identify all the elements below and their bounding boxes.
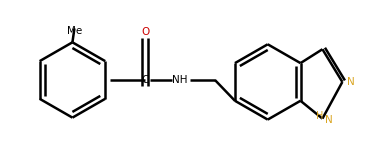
Text: Me: Me [67,26,82,36]
Text: C: C [141,75,149,85]
Text: H: H [316,111,323,121]
Text: N: N [347,77,355,87]
Text: NH: NH [172,75,188,85]
Text: O: O [141,27,149,37]
Text: N: N [325,115,333,125]
